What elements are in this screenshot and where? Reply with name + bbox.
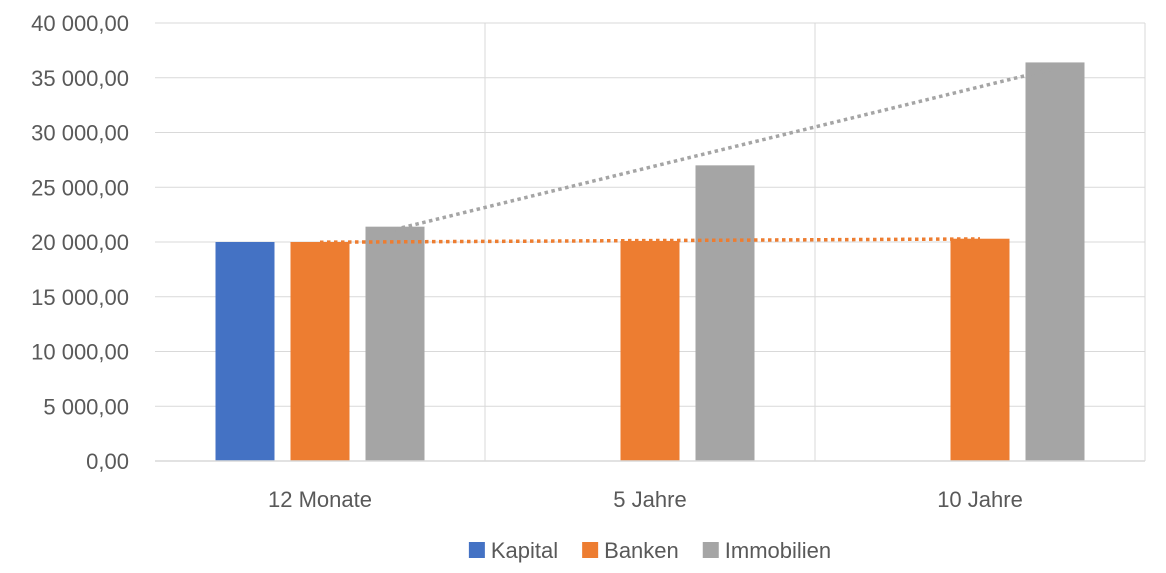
y-tick-label: 0,00 — [86, 449, 129, 474]
legend-swatch-immobilien — [702, 542, 719, 558]
y-tick-label: 20 000,00 — [31, 230, 129, 255]
legend-label-kapital: Kapital — [491, 538, 558, 563]
y-tick-label: 25 000,00 — [31, 175, 129, 200]
legend-label-immobilien: Immobilien — [725, 538, 831, 563]
y-tick-label: 5 000,00 — [43, 394, 129, 419]
bar-immobilien — [365, 226, 425, 461]
legend-swatch-banken — [582, 542, 599, 558]
bar-banken — [950, 238, 1010, 461]
y-axis-tick-labels: 0,00 5 000,00 10 000,00 15 000,00 20 000,00 2… — [31, 11, 129, 474]
bars — [215, 62, 1085, 462]
bar-immobilien — [1025, 62, 1085, 462]
bar-banken — [290, 242, 350, 461]
bar-kapital — [215, 242, 275, 461]
legend: Kapital Banken Immobilien — [468, 538, 831, 563]
y-tick-label: 35 000,00 — [31, 66, 129, 91]
x-tick-label: 12 Monate — [268, 487, 372, 512]
x-tick-label: 10 Jahre — [937, 487, 1023, 512]
x-tick-label: 5 Jahre — [613, 487, 686, 512]
legend-swatch-kapital — [468, 542, 485, 558]
trendline-immobilien — [394, 66, 1056, 232]
y-tick-label: 10 000,00 — [31, 340, 129, 365]
bar-immobilien — [695, 165, 755, 461]
bar-banken — [620, 240, 680, 461]
y-tick-label: 15 000,00 — [31, 285, 129, 310]
legend-label-banken: Banken — [604, 538, 679, 563]
y-tick-label: 30 000,00 — [31, 121, 129, 146]
trendline-banken — [319, 237, 981, 244]
trendlines — [319, 66, 1056, 244]
x-axis-category-labels: 12 Monate 5 Jahre 10 Jahre — [268, 487, 1023, 512]
y-tick-label: 40 000,00 — [31, 11, 129, 36]
